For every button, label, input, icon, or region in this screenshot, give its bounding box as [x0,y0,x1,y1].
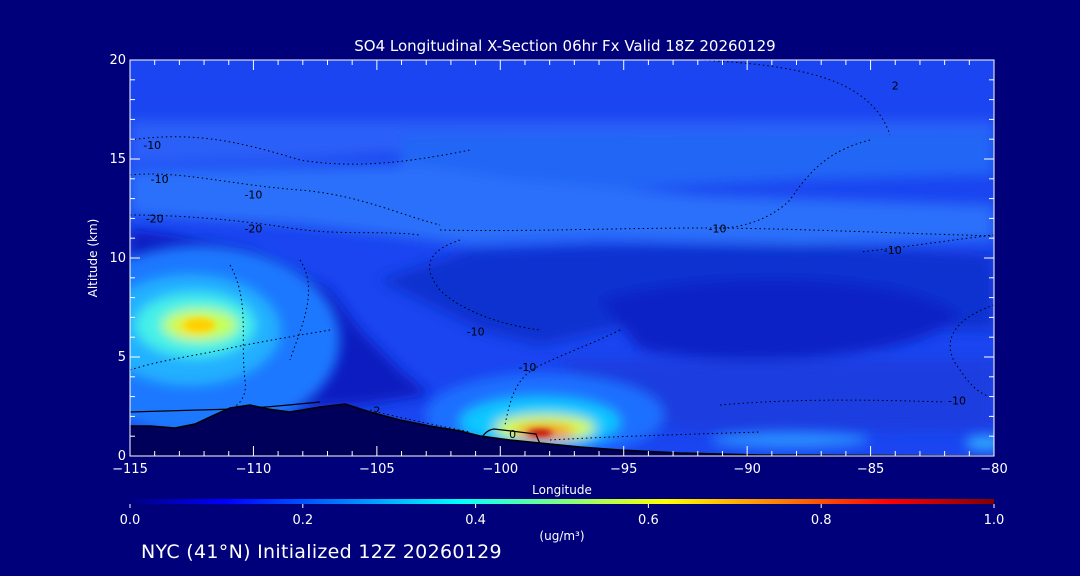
colorbar-tick-label: 0.6 [638,513,659,528]
field-mid-band [130,165,994,245]
field-lower-right [560,360,994,432]
y-tick-label: 10 [109,251,126,266]
colorbar-tick-label: 0.2 [292,513,313,528]
x-tick-label: −115 [112,462,148,477]
field-ellipse-dark [600,279,960,360]
contour-line [699,60,891,136]
y-tick-label: 0 [118,449,126,464]
x-axis-label: Longitude [532,483,592,497]
colorbar-ticks: 0.0 0.2 0.4 0.6 0.8 1.0 [120,504,1005,528]
colorbar-tick-label: 0.4 [465,513,486,528]
contour-label: -10 [467,325,485,338]
terrain-edge [130,403,994,456]
contour-label: -10 [709,222,727,235]
contour-line [504,329,621,426]
x-tick-label: −105 [359,462,395,477]
x-axis: −115 −110 −105 −100 −95 −90 −85 −80 [112,60,1008,477]
contour-label: -10 [143,139,161,152]
colorbar-bar [130,499,994,504]
colorbar-tick-label: 1.0 [984,513,1005,528]
x-tick-label: −100 [482,462,518,477]
contour-label: -20 [146,212,164,225]
contour-line [719,399,946,406]
x-tick-label: −90 [733,462,760,477]
contour-labels: -10 -10 -10 -20 -20 -10 -10 -10 -10 -10 2 2 0 [143,80,966,441]
footer-caption: NYC (41°N) Initialized 12Z 20260129 [141,541,502,563]
contour-label: 2 [373,404,380,417]
x-tick-label: −85 [857,462,884,477]
terrain [130,404,994,456]
contour-label: 2 [892,80,899,93]
contour-line [549,431,761,441]
plume-east-hotspot [528,430,552,436]
plume-far-east [710,432,870,448]
x-tick-label: −80 [980,462,1007,477]
contour-label: -10 [244,189,262,202]
chart-title: SO4 Longitudinal X-Section 06hr Fx Valid… [354,37,775,55]
contour-label: -10 [948,395,966,408]
contour-line [130,173,441,226]
colorbar-tick-label: 0.8 [811,513,832,528]
contour-label: -10 [884,244,902,257]
contour-line [369,409,471,433]
contour-label: -10 [518,361,536,374]
contour-line [130,214,421,236]
contour-label: -10 [151,173,169,186]
contour-line [130,136,471,165]
plume-edge-east [965,436,994,450]
x-tick-label: −95 [610,462,637,477]
y-axis-label: Altitude (km) [86,219,100,298]
plot-area: -10 -10 -10 -20 -20 -10 -10 -10 -10 -10 2 2 0 [130,60,994,456]
y-tick-label: 20 [109,53,126,68]
contour-line [949,304,994,399]
y-tick-label: 5 [118,350,126,365]
plume-west-hotspot [185,319,215,331]
colorbar-tick-label: 0.0 [120,513,141,528]
contour-label: 0 [509,428,516,441]
colorbar-label: (ug/m³) [539,529,584,543]
x-tick-label: −110 [236,462,272,477]
contour-lines [130,60,994,441]
concentration-field [130,60,994,456]
y-tick-label: 15 [109,152,126,167]
colorbar: 0.0 0.2 0.4 0.6 0.8 1.0 (ug/m³) [120,499,1005,543]
contour-label: -20 [244,222,262,235]
